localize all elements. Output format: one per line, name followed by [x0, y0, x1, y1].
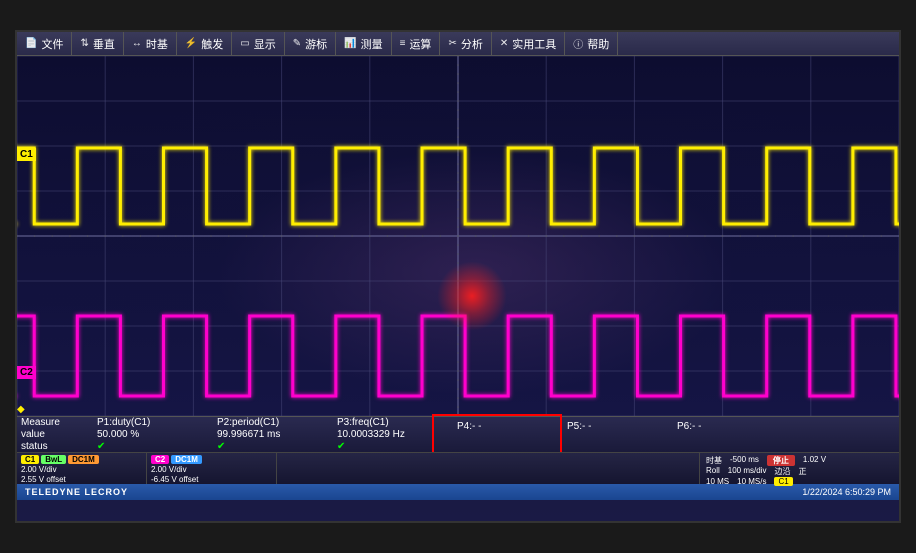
measure-p6[interactable]: P6:- -	[677, 417, 787, 452]
trigger-marker-icon: ◆	[17, 404, 25, 415]
channel-label-c1[interactable]: C1	[17, 148, 36, 161]
menu-file[interactable]: 📄 文件	[17, 32, 72, 55]
grid-svg	[17, 56, 899, 416]
display-icon: ▭	[240, 38, 249, 49]
timebase-info[interactable]: 时基 -500 ms 停止 1.02 V Roll 100 ms/div 边沿 …	[699, 453, 899, 484]
file-icon: 📄	[25, 38, 37, 49]
hdr-status: status	[21, 441, 97, 452]
menu-label: 垂直	[93, 36, 115, 52]
menu-label: 实用工具	[512, 36, 556, 52]
analyze-icon: ✂	[448, 38, 456, 49]
c1-offset: 2.55 V offset	[21, 475, 142, 485]
oscilloscope-screen: 📄 文件 ⇅ 垂直 ↔ 时基 ⚡ 触发 ▭ 显示 ✎ 游标 📊 测量 ≡运算 ✂ 分析 ✕ 实用工…	[15, 30, 901, 523]
tag-c1: C1	[21, 455, 39, 464]
hdr-measure: Measure	[21, 417, 97, 428]
menu-label: 时基	[146, 36, 168, 52]
sr: 10 MS	[706, 477, 729, 486]
menu-analyze[interactable]: ✂ 分析	[440, 32, 491, 55]
menu-label: 测量	[361, 36, 383, 52]
tag-dc1m: DC1M	[68, 455, 99, 464]
math-icon: ≡	[400, 38, 406, 49]
p6-name: P6:- -	[677, 421, 787, 432]
pos: 正	[798, 466, 806, 477]
menu-label: 帮助	[587, 36, 609, 52]
c2-vdiv: 2.00 V/div	[151, 465, 272, 475]
p3-name: P3:freq(C1)	[337, 417, 457, 428]
c1-vdiv: 2.00 V/div	[21, 465, 142, 475]
trigger-ch-tag: C1	[774, 477, 792, 486]
p1-name: P1:duty(C1)	[97, 417, 217, 428]
menu-bar: 📄 文件 ⇅ 垂直 ↔ 时基 ⚡ 触发 ▭ 显示 ✎ 游标 📊 测量 ≡运算 ✂ 分析 ✕ 实用工…	[17, 32, 899, 56]
measure-p1[interactable]: P1:duty(C1) 50.000 % ✔	[97, 417, 217, 452]
waveform-display[interactable]: C1 C2 ◆	[17, 56, 899, 416]
tag-bwl: BwL	[41, 455, 66, 464]
menu-utils[interactable]: ✕ 实用工具	[492, 32, 565, 55]
hdr-value: value	[21, 429, 97, 440]
menu-label: 文件	[41, 36, 63, 52]
c2-offset: -6.45 V offset	[151, 475, 272, 485]
measure-p3[interactable]: P3:freq(C1) 10.0003329 Hz ✔	[337, 417, 457, 452]
menu-label: 触发	[201, 36, 223, 52]
menu-vertical[interactable]: ⇅ 垂直	[72, 32, 123, 55]
menu-label: 游标	[305, 36, 327, 52]
menu-help[interactable]: ⓘ 帮助	[565, 32, 618, 55]
tag-c2: C2	[151, 455, 169, 464]
tb-label: 时基	[706, 455, 722, 466]
channel-block-c1[interactable]: C1 BwL DC1M 2.00 V/div 2.55 V offset	[17, 453, 147, 484]
help-icon: ⓘ	[573, 36, 583, 51]
brand-bar: TELEDYNE LECROY 1/22/2024 6:50:29 PM	[17, 484, 899, 500]
roll: Roll	[706, 466, 720, 477]
channel-info-bar: C1 BwL DC1M 2.00 V/div 2.55 V offset C2 …	[17, 452, 899, 484]
menu-trigger[interactable]: ⚡ 触发	[177, 32, 232, 55]
vertical-icon: ⇅	[80, 38, 88, 49]
p2-status: ✔	[217, 441, 337, 452]
p4-name: P4:- -	[457, 421, 567, 432]
menu-cursor[interactable]: ✎ 游标	[285, 32, 336, 55]
timebase-icon: ↔	[132, 38, 142, 49]
menu-math[interactable]: ≡运算	[392, 32, 441, 55]
p1-status: ✔	[97, 441, 217, 452]
p3-value: 10.0003329 Hz	[337, 429, 457, 440]
p1-value: 50.000 %	[97, 429, 217, 440]
p2-name: P2:period(C1)	[217, 417, 337, 428]
menu-label: 分析	[461, 36, 483, 52]
edge: 边沿	[774, 466, 790, 477]
p5-name: P5:- -	[567, 421, 677, 432]
p3-status: ✔	[337, 441, 457, 452]
trigger-icon: ⚡	[185, 38, 197, 49]
measure-p2[interactable]: P2:period(C1) 99.996671 ms ✔	[217, 417, 337, 452]
menu-measure[interactable]: 📊 测量	[336, 32, 391, 55]
measure-icon: 📊	[344, 38, 356, 49]
channel-label-c2[interactable]: C2	[17, 366, 36, 379]
utils-icon: ✕	[500, 38, 508, 49]
stop-tag: 停止	[767, 455, 795, 466]
measure-row-headers: Measure value status	[17, 417, 97, 452]
timestamp: 1/22/2024 6:50:29 PM	[802, 487, 891, 497]
measurement-bar: Measure value status P1:duty(C1) 50.000 …	[17, 416, 899, 452]
menu-label: 运算	[409, 36, 431, 52]
p2-value: 99.996671 ms	[217, 429, 337, 440]
tag-dc1m-c2: DC1M	[171, 455, 202, 464]
brand-name: TELEDYNE LECROY	[25, 487, 128, 497]
tb-val: -500 ms	[730, 455, 759, 466]
menu-label: 显示	[254, 36, 276, 52]
menu-timebase[interactable]: ↔ 时基	[124, 32, 177, 55]
channel-block-c2[interactable]: C2 DC1M 2.00 V/div -6.45 V offset	[147, 453, 277, 484]
trig-v: 1.02 V	[803, 455, 826, 466]
msdiv: 100 ms/div	[728, 466, 767, 477]
measure-p5[interactable]: P5:- -	[567, 417, 677, 452]
menu-display[interactable]: ▭ 显示	[232, 32, 284, 55]
sr2: 10 MS/s	[737, 477, 766, 486]
measure-p4[interactable]: P4:- -	[457, 417, 567, 452]
cursor-icon: ✎	[293, 38, 301, 49]
